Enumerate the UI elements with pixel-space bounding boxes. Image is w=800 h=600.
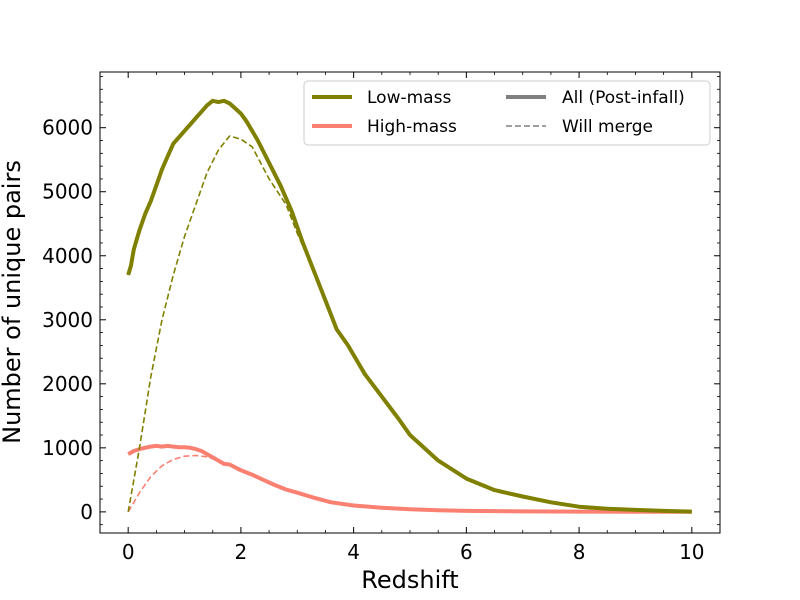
y-tick-label: 3000 [42, 308, 93, 332]
y-tick-label: 1000 [42, 436, 93, 460]
legend: Low-mass High-mass All (Post-infall) Wil… [303, 80, 711, 146]
y-tick-label: 6000 [42, 116, 93, 140]
legend-label-will-merge: Will merge [562, 117, 653, 137]
legend-label-all-post-infall: All (Post-infall) [562, 88, 685, 108]
series-line-high-mass-will-merge [127, 454, 230, 513]
legend-label-high-mass: High-mass [367, 117, 457, 137]
x-axis-title: Redshift [361, 566, 458, 594]
y-axis-title: Number of unique pairs [0, 160, 26, 444]
series-line-low-mass-all-post-infall [126, 98, 692, 514]
y-tick-label: 0 [80, 500, 93, 524]
x-tick-label: 0 [122, 540, 135, 564]
y-tick-label: 4000 [42, 244, 93, 268]
legend-label-low-mass: Low-mass [367, 88, 451, 108]
y-tick-label: 5000 [42, 180, 93, 204]
x-tick-label: 2 [235, 540, 248, 564]
tick-layer: 0 2 4 6 8 10 0 1000 2000 3000 4000 5000 6000 [42, 72, 720, 564]
x-tick-label: 8 [573, 540, 586, 564]
x-tick-label: 10 [679, 540, 704, 564]
series-line-high-mass-all-post-infall [127, 443, 692, 514]
series-line-low-mass-will-merge [127, 135, 338, 513]
y-tick-label: 2000 [42, 372, 93, 396]
x-tick-label: 6 [460, 540, 473, 564]
x-tick-label: 4 [347, 540, 360, 564]
series-layer [126, 98, 692, 514]
legend-box [303, 80, 711, 146]
